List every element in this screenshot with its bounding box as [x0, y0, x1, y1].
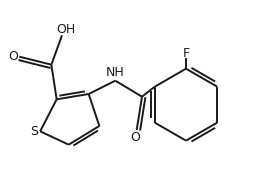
Text: F: F	[183, 47, 189, 60]
Text: O: O	[131, 131, 140, 145]
Text: S: S	[30, 125, 38, 138]
Text: O: O	[9, 50, 18, 63]
Text: NH: NH	[106, 66, 125, 79]
Text: OH: OH	[56, 23, 75, 36]
